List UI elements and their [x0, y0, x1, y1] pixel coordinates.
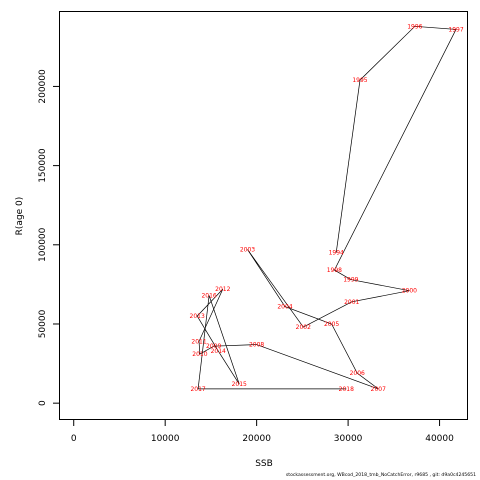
point-label-2004: 2004 — [277, 304, 292, 311]
point-label-2015: 2015 — [232, 381, 247, 388]
point-label-2012: 2012 — [215, 286, 230, 293]
y-tick-label: 0 — [38, 400, 48, 406]
series-line — [196, 25, 457, 390]
point-label-1995: 1995 — [352, 77, 367, 84]
y-axis-title: R(age 0) — [15, 197, 25, 236]
point-label-2003: 2003 — [240, 247, 255, 254]
plot-frame — [59, 11, 468, 420]
point-label-1999: 1999 — [343, 277, 358, 284]
point-label-1996: 1996 — [407, 23, 422, 30]
y-tick-label: 50000 — [38, 309, 48, 338]
point-label-2009: 2009 — [206, 343, 221, 350]
point-label-2010: 2010 — [192, 351, 207, 358]
point-label-1994: 1994 — [329, 250, 344, 257]
x-axis-title: SSB — [255, 459, 273, 469]
point-label-2001: 2001 — [344, 299, 359, 306]
point-label-2006: 2006 — [350, 370, 365, 377]
x-tick-label: 20000 — [242, 434, 271, 444]
point-label-2002: 2002 — [296, 324, 311, 331]
y-tick-label: 200000 — [38, 69, 48, 104]
y-tick-label: 150000 — [38, 148, 48, 183]
x-tick-label: 10000 — [151, 434, 180, 444]
point-label-2018: 2018 — [339, 386, 354, 393]
x-tick-label: 30000 — [334, 434, 363, 444]
x-tick-label: 40000 — [425, 434, 454, 444]
y-axis: 0 50000 100000 150000 200000 — [38, 69, 60, 406]
y-tick-label: 100000 — [38, 227, 48, 262]
point-label-2014: 2014 — [211, 348, 226, 355]
point-label-2000: 2000 — [402, 288, 417, 295]
point-label-2016: 2016 — [201, 292, 216, 299]
series-path — [196, 25, 457, 390]
x-tick-label: 0 — [71, 434, 77, 444]
point-label-2008: 2008 — [249, 342, 264, 349]
point-label-2005: 2005 — [324, 321, 339, 328]
point-label-2011: 2011 — [191, 338, 206, 345]
point-label-2007: 2007 — [371, 386, 386, 393]
point-label-2017: 2017 — [190, 386, 205, 393]
point-label-1997: 1997 — [448, 26, 463, 33]
footer-note: stockassessment.org, WBcod_2018_tmb_NoCa… — [285, 473, 476, 478]
x-axis: 0 10000 20000 30000 40000 — [71, 419, 454, 444]
point-label-1998: 1998 — [327, 267, 342, 274]
point-label-2013: 2013 — [190, 313, 205, 320]
